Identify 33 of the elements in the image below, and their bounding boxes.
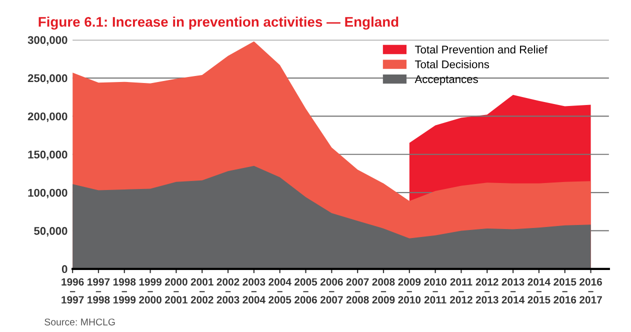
x-tick-label: 1997 – 1998 xyxy=(88,278,110,304)
legend-label: Total Prevention and Relief xyxy=(414,45,548,54)
y-tick-label: 250,000 xyxy=(28,74,68,84)
x-tick-label: 2006 – 2007 xyxy=(320,278,343,304)
x-tick-label: 1999 – 2000 xyxy=(139,278,162,304)
chart-title: Figure 6.1: Increase in prevention activities — England xyxy=(38,16,398,30)
x-tick-label: 2015 – 2016 xyxy=(554,278,576,304)
x-tick-label: 2010 – 2011 xyxy=(424,278,446,304)
x-tick-label: 2000 – 2001 xyxy=(164,278,188,304)
x-tick-label: 2002 – 2003 xyxy=(216,278,240,304)
x-tick-label: 2008 – 2009 xyxy=(372,278,395,304)
x-tick-label: 2012 – 2013 xyxy=(476,278,498,304)
x-tick-label: 2013 – 2014 xyxy=(502,278,525,304)
legend-label: Total Decisions xyxy=(414,60,490,68)
x-tick-label: 2004 – 2005 xyxy=(268,278,292,304)
y-tick-label: 150,000 xyxy=(28,150,68,160)
x-tick-label: 2003 – 2004 xyxy=(242,278,266,304)
source-note: Source: MHCLG xyxy=(44,318,115,326)
x-tick-label: 2011 – 2012 xyxy=(450,278,472,304)
x-tick-label: 2014 – 2015 xyxy=(528,278,550,304)
y-tick-label: 200,000 xyxy=(28,112,68,122)
y-tick-label: 300,000 xyxy=(28,36,68,46)
x-tick-label: 2007 – 2008 xyxy=(346,278,369,304)
legend-label: Acceptances xyxy=(414,75,478,86)
y-tick-label: 100,000 xyxy=(28,188,68,198)
y-tick-label: 50,000 xyxy=(34,227,68,236)
y-tick-label: 0 xyxy=(62,265,68,274)
x-tick-label: 2005 – 2006 xyxy=(294,278,318,304)
x-tick-label: 2016 – 2017 xyxy=(580,278,602,304)
x-tick-label: 1998 – 1999 xyxy=(113,278,136,304)
x-tick-label: 2009 – 2010 xyxy=(398,278,421,304)
x-tick-label: 2001 – 2002 xyxy=(190,278,214,304)
x-tick-label: 1996 – 1997 xyxy=(62,278,84,304)
